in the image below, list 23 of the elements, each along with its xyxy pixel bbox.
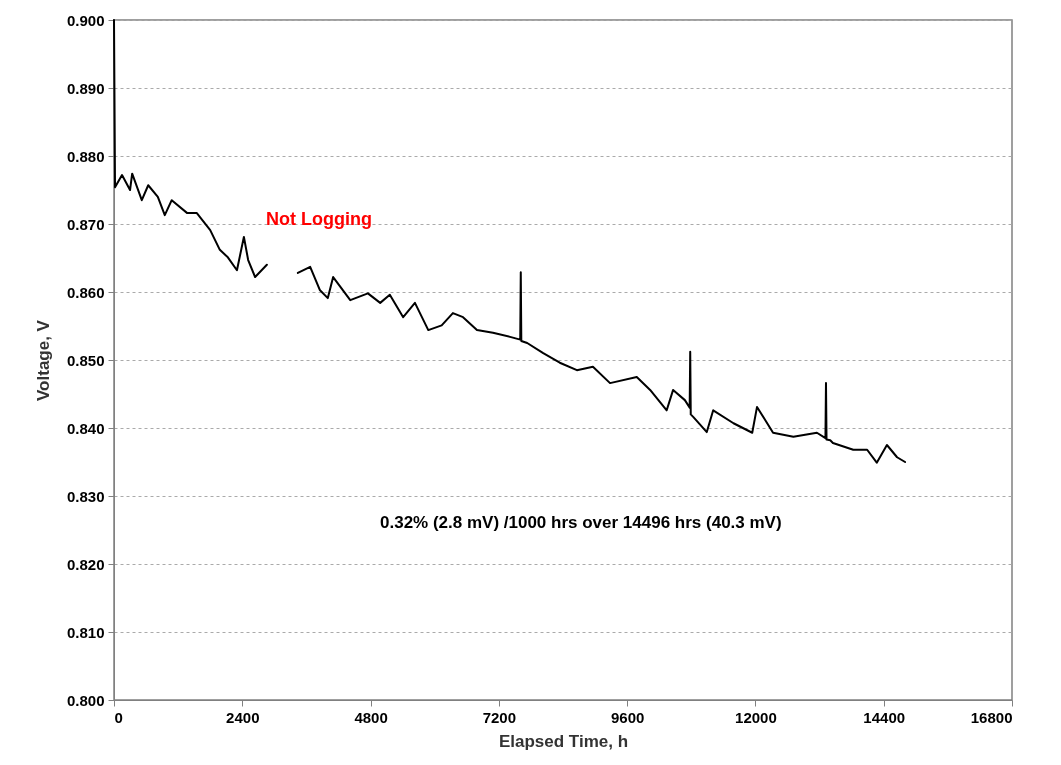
x-tick-label: 16800 — [970, 708, 1013, 726]
y-tick-label: 0.820 — [66, 555, 105, 573]
x-tick-label: 0 — [114, 708, 123, 726]
x-axis-title: Elapsed Time, h — [498, 731, 629, 751]
annotation: Not Logging — [266, 209, 372, 229]
y-tick-label: 0.900 — [66, 11, 105, 29]
y-tick-label: 0.880 — [66, 147, 105, 165]
y-tick-label: 0.890 — [66, 79, 105, 97]
x-tick-label: 9600 — [610, 708, 645, 726]
y-axis-title: Voltage, V — [33, 319, 53, 401]
y-tick-label: 0.860 — [66, 283, 105, 301]
x-tick-label: 12000 — [735, 708, 777, 726]
annotation: 0.32% (2.8 mV) /1000 hrs over 14496 hrs (40.3 mV) — [380, 513, 782, 532]
x-tick-label: 7200 — [482, 708, 517, 726]
y-tick-label: 0.850 — [66, 351, 105, 369]
y-tick-label: 0.800 — [66, 691, 105, 709]
y-tick-label: 0.810 — [66, 623, 105, 641]
x-tick-label: 2400 — [226, 708, 260, 726]
y-tick-label: 0.870 — [66, 215, 105, 233]
x-tick-label: 14400 — [863, 708, 906, 726]
x-tick-label: 4800 — [354, 708, 388, 726]
y-tick-label: 0.830 — [66, 487, 105, 505]
y-tick-label: 0.840 — [66, 419, 105, 437]
